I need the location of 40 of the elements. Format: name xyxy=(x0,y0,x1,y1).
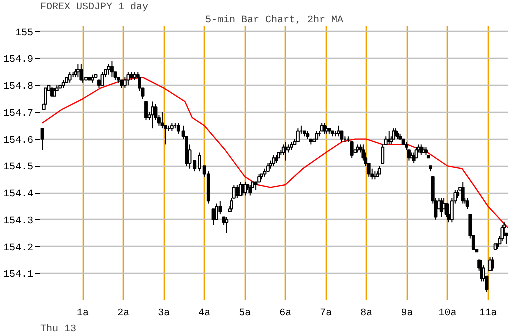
candlestick xyxy=(236,184,240,199)
y-tick-label: 154.9 xyxy=(3,55,34,66)
y-tick-label: 154.3 xyxy=(3,216,34,228)
y-tick-label: 155 xyxy=(15,28,34,40)
y-tick-label: 154.4 xyxy=(3,190,34,201)
x-tick-label: 6a xyxy=(280,308,292,320)
candlestick xyxy=(160,112,164,130)
x-tick-label: 9a xyxy=(401,308,414,320)
candlestick xyxy=(126,72,130,86)
candlestick xyxy=(212,208,216,226)
x-tick-label: 11a xyxy=(479,308,498,320)
chart-title: FOREX USDJPY 1 day xyxy=(40,2,149,14)
y-tick-label: 154.5 xyxy=(3,162,34,174)
candlestick xyxy=(447,203,451,224)
x-tick-label: 8a xyxy=(360,308,373,320)
candlestick xyxy=(225,216,229,234)
x-tick-label: 4a xyxy=(198,308,211,320)
candlestick xyxy=(500,224,504,242)
x-tick-label: 1a xyxy=(77,308,90,320)
text: Thu 13 xyxy=(40,324,77,335)
candlestick xyxy=(144,101,148,122)
y-tick-label: 154.8 xyxy=(3,82,34,94)
y-tick-label: 154.6 xyxy=(3,136,34,147)
candlestick xyxy=(110,60,114,78)
candlestick xyxy=(215,203,218,220)
y-tick-label: 154.7 xyxy=(3,108,34,120)
line-series xyxy=(42,76,508,229)
x-tick-label: 5a xyxy=(239,308,252,320)
candlestick xyxy=(296,128,300,143)
candlestick xyxy=(272,154,276,167)
chart-subtitle: 5-min Bar Chart, 2hr MA xyxy=(205,14,344,26)
y-tick-label: 154.2 xyxy=(3,243,34,254)
x-tick-label: 10a xyxy=(438,308,457,320)
x-tick-label: 2a xyxy=(118,308,130,320)
x-tick-label: 3a xyxy=(158,308,170,320)
candlestick xyxy=(490,257,494,272)
candlestick xyxy=(68,72,72,84)
y-tick-label: 154.1 xyxy=(3,270,34,282)
x-tick-label: 7a xyxy=(320,308,332,320)
candlestick xyxy=(151,101,154,130)
